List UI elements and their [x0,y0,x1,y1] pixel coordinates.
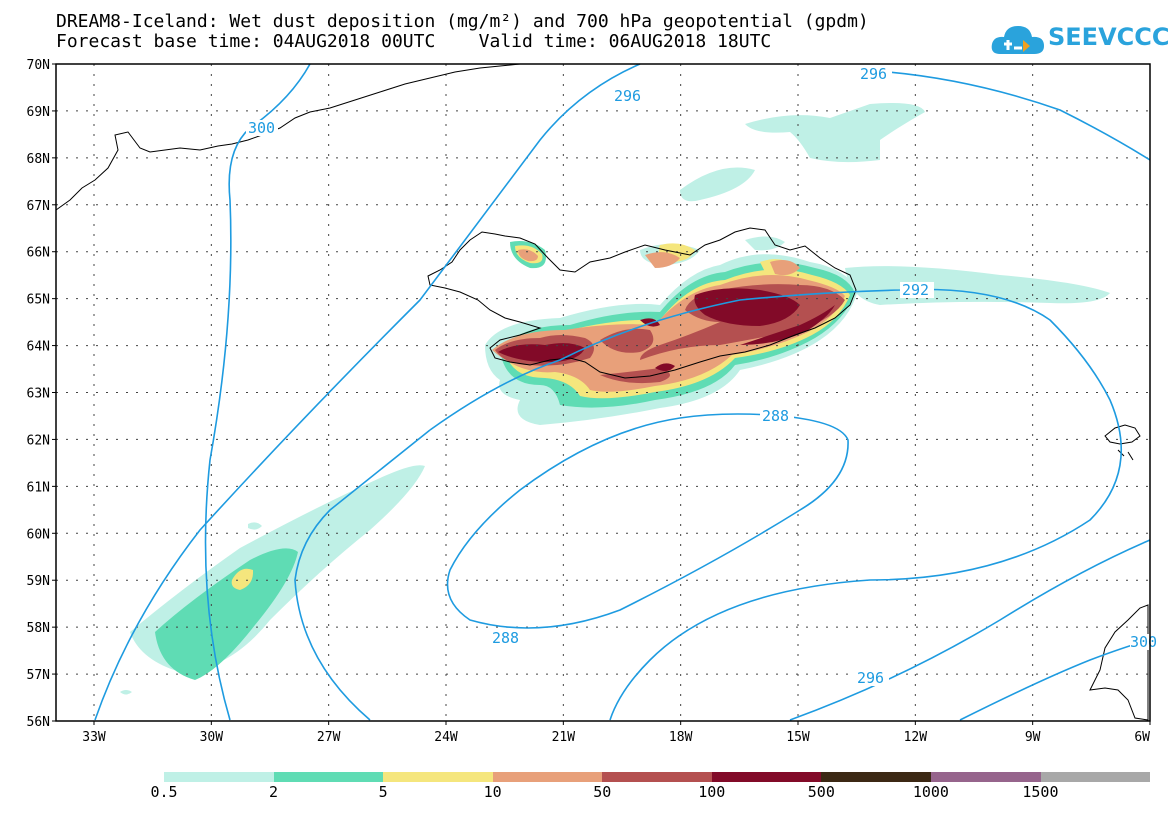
contour-label: 288 [492,629,519,647]
lat-label: 69N [27,105,50,120]
deposition-patch [231,568,254,590]
map-title-line2: Forecast base time: 04AUG2018 00UTC Vali… [56,31,772,52]
logo-text: SEEVCCC [1048,23,1170,51]
deposition-patch [655,363,675,372]
lon-label: 12W [904,730,928,745]
lat-label: 57N [27,668,50,683]
lon-label: 30W [200,730,224,745]
deposition-patch [745,236,785,251]
lat-label: 65N [27,293,50,308]
contour-288 [446,413,849,629]
legend-swatch [273,772,384,782]
legend-swatch [164,772,274,782]
deposition-patch [680,167,755,202]
lat-label: 62N [27,433,50,448]
lon-label: 24W [434,730,458,745]
contour-label: 292 [902,281,929,299]
map-title-line1: DREAM8-Iceland: Wet dust deposition (mg/… [56,11,869,32]
contour-label: 288 [762,407,789,425]
deposition-patch [694,288,800,326]
legend-swatch [821,772,931,782]
contour-296-right [859,69,1151,161]
legend-swatch [1040,772,1151,782]
legend-label: 1500 [1022,783,1059,801]
contour-296-lower [789,539,1151,721]
legend-swatch [492,772,603,782]
legend-label: 1000 [912,783,949,801]
contour-label: 296 [857,669,884,687]
lon-label: 6W [1134,730,1150,745]
legend-swatch [602,772,712,782]
lon-label: 21W [552,730,576,745]
dust-deposition-fields [120,103,1110,695]
contour-label: 300 [248,119,275,137]
lat-label: 70N [27,58,50,73]
contour-292-b [294,429,431,721]
contour-labels: 300 296 296 292 288 288 296 300 [246,65,1157,687]
greenland-coast [55,63,521,211]
lon-label: 9W [1025,730,1041,745]
deposition-patch [745,103,925,163]
legend-label: 10 [483,783,502,801]
faroe-coast [1104,424,1141,461]
legend-label: 500 [807,783,835,801]
legend-label: 5 [378,783,388,801]
legend-labels: 0.5 2 5 10 50 100 500 1000 1500 [0,783,1175,803]
lat-label: 63N [27,387,50,402]
iceland-coast [427,227,857,379]
legend-label: 0.5 [150,783,178,801]
lon-label: 27W [317,730,341,745]
deposition-patch [518,249,538,262]
contour-300-lower [959,639,1151,721]
legend-label: 2 [269,783,279,801]
lon-label: 33W [82,730,106,745]
lat-label: 66N [27,246,50,261]
contour-label: 300 [1130,633,1157,651]
deposition-patch [640,318,660,327]
coastlines [55,63,1149,721]
lon-label: 15W [786,730,810,745]
deposition-patch [845,266,1110,305]
lat-label: 61N [27,480,50,495]
lat-label: 67N [27,199,50,214]
contour-292 [429,288,1122,721]
deposition-patch [600,328,654,353]
deposition-patch [120,690,132,695]
lat-label: 68N [27,152,50,167]
lat-label: 59N [27,574,50,589]
legend-swatch [930,772,1041,782]
cloud-logo-icon [991,26,1044,54]
contour-label: 296 [860,65,887,83]
color-legend [164,772,1151,782]
scotland-coast [1089,604,1149,721]
deposition-patch [645,252,680,268]
lat-label: 58N [27,621,50,636]
deposition-patch [600,368,670,384]
deposition-patch [770,260,800,276]
legend-swatch [711,772,822,782]
legend-label: 50 [593,783,612,801]
contour-label: 296 [614,87,641,105]
legend-swatch [383,772,493,782]
legend-label: 100 [698,783,726,801]
map-gridlines [56,64,1150,721]
lon-label: 18W [669,730,693,745]
deposition-patch [248,522,262,530]
latitude-axis: 70N 69N 68N 67N 66N 65N 64N 63N 62N 61N 60N 59N 58N 5… [27,58,56,730]
deposition-patch [740,305,835,345]
lat-label: 56N [27,715,50,730]
lat-label: 60N [27,527,50,542]
longitude-axis: 33W 30W 27W 24W 21W 18W 15W 12W 9W 6W [82,721,1151,745]
contour-296-left [94,63,641,721]
lat-label: 64N [27,340,50,355]
deposition-patch [498,343,585,363]
deposition-patch [155,548,298,680]
seevccc-logo: SEEVCCC [990,18,1170,60]
